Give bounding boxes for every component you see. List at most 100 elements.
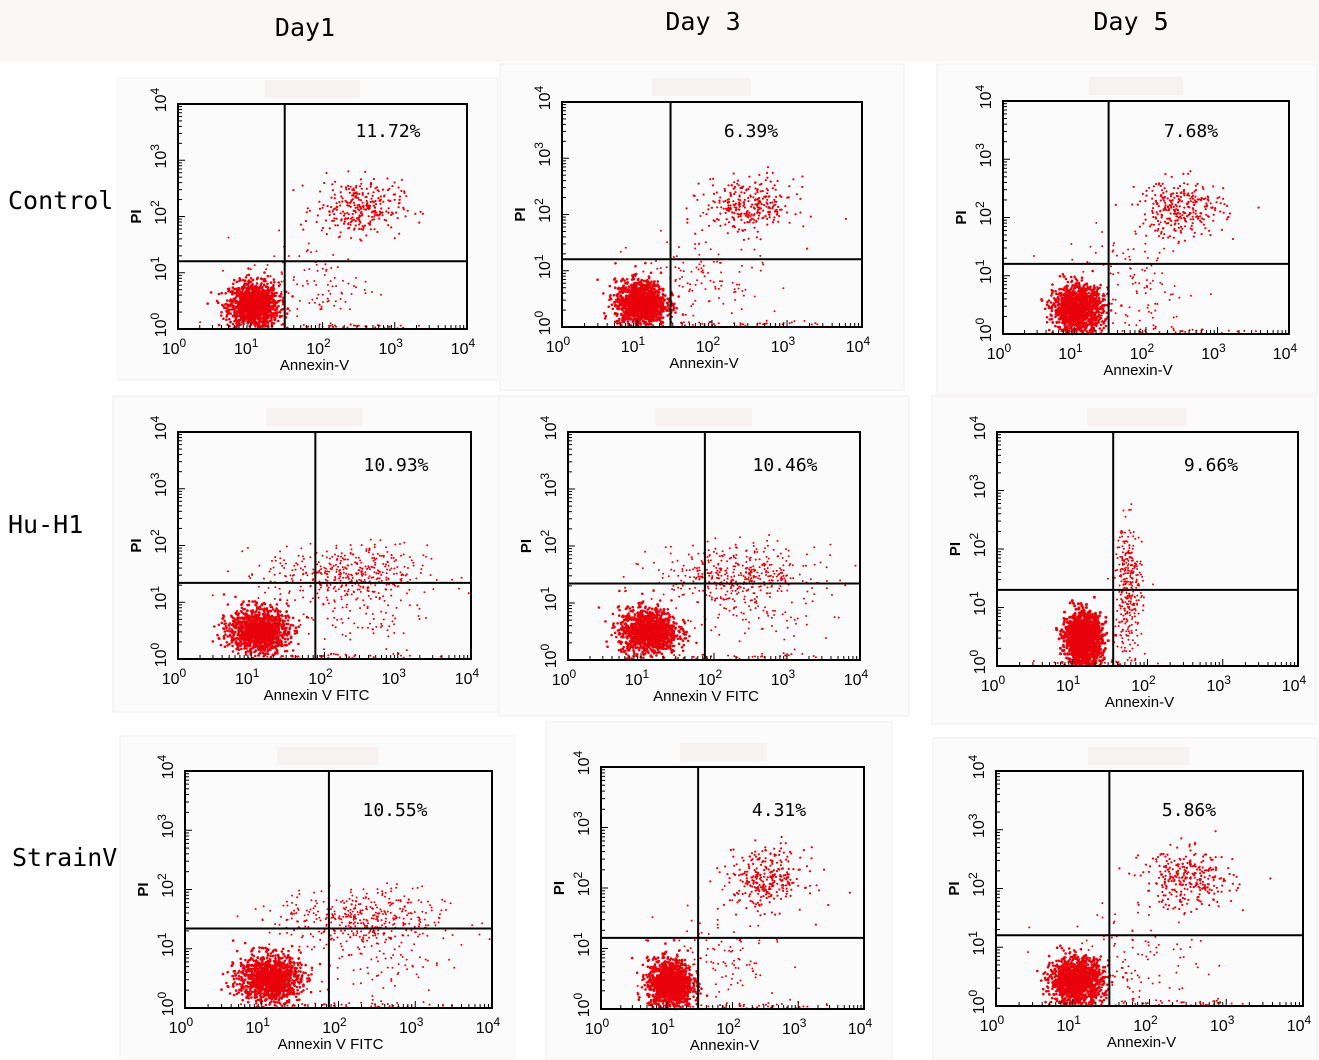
late-apoptotic-dot (349, 185, 352, 188)
early-apoptotic-dot (717, 287, 720, 290)
live-cell-dot (243, 286, 246, 289)
early-apoptotic-dot (682, 261, 685, 264)
late-apoptotic-dot (739, 199, 742, 202)
live-cell-dot (244, 317, 248, 321)
early-apoptotic-dot (627, 307, 630, 309)
late-apoptotic-dot (361, 191, 364, 195)
live-cell-dot (658, 319, 662, 322)
late-apoptotic-dot (774, 188, 777, 191)
live-cell-dot (242, 322, 245, 326)
debris-dot (307, 325, 310, 328)
late-apoptotic-dot (730, 184, 733, 187)
live-cell-dot (277, 304, 280, 308)
early-apoptotic-dot (324, 263, 327, 266)
late-apoptotic-dot (378, 210, 382, 213)
early-apoptotic-dot (353, 285, 355, 287)
late-apoptotic-dot (726, 198, 729, 201)
live-cell-dot (273, 299, 276, 302)
late-apoptotic-dot (353, 228, 356, 231)
live-cell-dot (1097, 319, 1100, 323)
column-header-day5: Day 5 (1093, 7, 1168, 36)
live-cell-dot (261, 288, 264, 292)
late-apoptotic-dot (792, 178, 795, 181)
late-apoptotic-dot (729, 194, 732, 197)
late-apoptotic-dot (757, 214, 761, 217)
live-cell-dot (623, 298, 627, 302)
early-apoptotic-dot (712, 260, 715, 263)
y-axis-label: PI (512, 207, 529, 221)
early-apoptotic-dot (665, 266, 668, 269)
early-apoptotic-dot (327, 299, 330, 302)
live-cell-dot (603, 317, 607, 320)
live-cell-dot (1067, 329, 1071, 333)
late-apoptotic-dot (387, 224, 390, 227)
late-apoptotic-dot (788, 185, 791, 188)
late-apoptotic-dot (1141, 192, 1144, 195)
late-apoptotic-dot (390, 226, 393, 229)
panel-background (117, 77, 499, 381)
live-cell-dot (253, 301, 256, 305)
early-apoptotic-dot (686, 282, 689, 285)
late-apoptotic-dot (701, 229, 704, 232)
live-cell-dot (615, 298, 618, 302)
early-apoptotic-dot (326, 297, 329, 300)
late-apoptotic-dot (752, 196, 755, 199)
early-apoptotic-dot (321, 293, 324, 296)
live-cell-dot (620, 307, 624, 311)
late-apoptotic-dot (769, 201, 772, 204)
late-apoptotic-dot (728, 207, 731, 210)
live-cell-dot (638, 304, 641, 307)
live-cell-dot (217, 323, 221, 327)
live-cell-dot (602, 292, 605, 295)
live-cell-dot (206, 302, 209, 305)
live-cell-dot (233, 299, 236, 302)
late-apoptotic-dot (377, 197, 380, 200)
live-cell-dot (1081, 310, 1084, 314)
late-apoptotic-dot (356, 204, 359, 207)
early-apoptotic-dot (320, 305, 323, 308)
early-apoptotic-dot (759, 269, 762, 272)
debris-dot (790, 321, 793, 324)
live-cell-dot (629, 303, 633, 306)
early-apoptotic-dot (325, 269, 328, 272)
live-cell-dot (1069, 293, 1073, 296)
live-cell-dot (1040, 299, 1044, 302)
late-apoptotic-dot (1154, 229, 1157, 232)
x-axis-label: Annexin-V (280, 357, 349, 374)
live-cell-dot (1085, 315, 1089, 319)
late-apoptotic-dot (383, 218, 386, 221)
late-apoptotic-dot (355, 186, 358, 189)
live-cell-dot (619, 295, 623, 298)
late-apoptotic-dot (361, 225, 364, 228)
early-apoptotic-dot (700, 260, 703, 263)
late-apoptotic-dot (762, 209, 765, 212)
live-cell-dot (642, 314, 646, 318)
late-apoptotic-dot (756, 189, 759, 192)
late-apoptotic-dot (758, 173, 761, 176)
late-apoptotic-dot (358, 227, 361, 230)
late-apoptotic-dot (799, 211, 802, 214)
live-cell-dot (616, 307, 619, 310)
late-apoptotic-dot (353, 189, 356, 192)
live-cell-dot (1079, 326, 1083, 329)
late-apoptotic-dot (354, 224, 357, 227)
early-apoptotic-dot (782, 287, 785, 290)
late-apoptotic-dot (731, 216, 734, 219)
live-cell-dot (254, 314, 257, 317)
live-cell-dot (1078, 285, 1081, 288)
late-apoptotic-dot (347, 204, 350, 207)
early-apoptotic-dot (315, 263, 318, 266)
late-apoptotic-dot (400, 189, 403, 193)
late-apoptotic-dot (340, 185, 343, 188)
live-cell-dot (622, 318, 626, 321)
live-cell-dot (256, 316, 260, 320)
quadrant-percentage: 6.39% (724, 121, 778, 142)
late-apoptotic-dot (1178, 199, 1182, 202)
late-apoptotic-dot (382, 200, 385, 203)
late-apoptotic-dot (801, 175, 804, 178)
debris-dot (717, 322, 720, 325)
live-cell-dot (1104, 324, 1108, 328)
live-cell-dot (241, 319, 245, 323)
early-apoptotic-dot (280, 271, 283, 274)
live-cell-dot (1077, 281, 1081, 285)
